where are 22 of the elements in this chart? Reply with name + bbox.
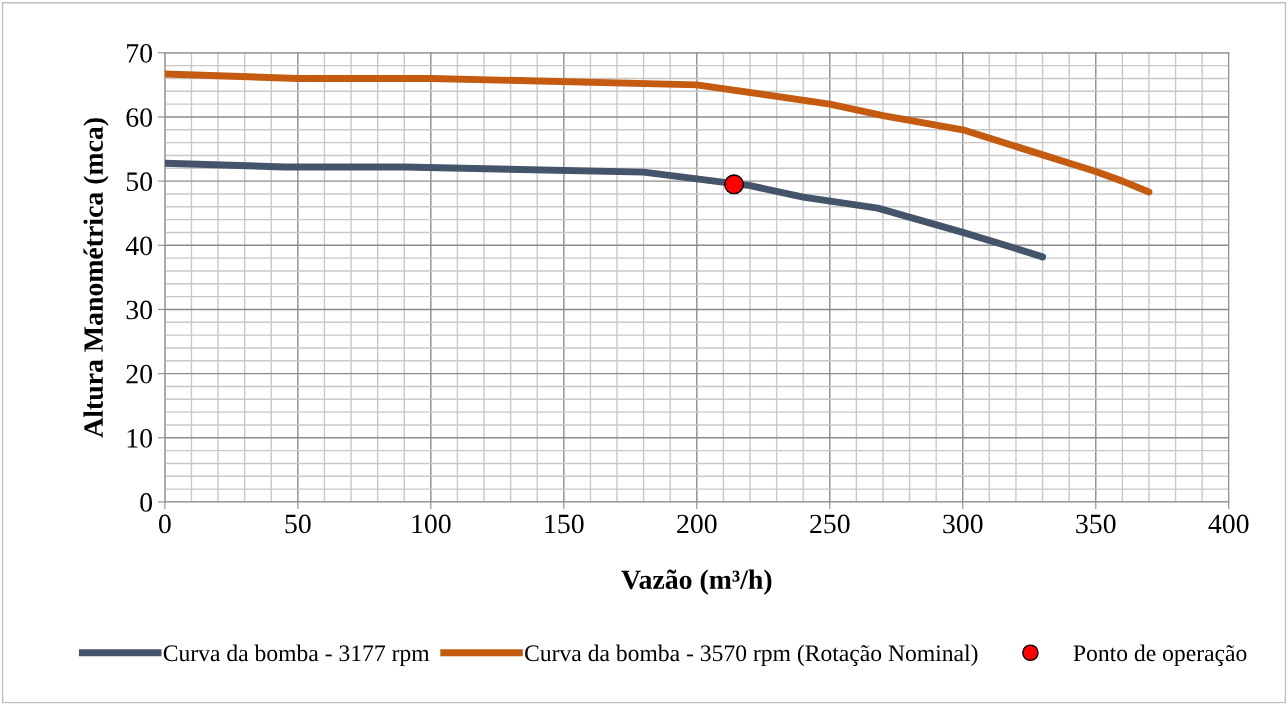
y-tick-label: 30: [126, 300, 152, 320]
y-tick-label: 10: [127, 428, 152, 448]
x-tick-label: 300: [943, 514, 983, 534]
y-tick-label: 40: [125, 236, 152, 256]
legend-label: Ponto de operação: [1073, 644, 1247, 667]
y-tick-label: 70: [127, 43, 152, 63]
y-tick-label: 50: [126, 172, 152, 192]
legend-label: Curva da bomba - 3570 rpm (Rotação Nominal): [525, 644, 978, 667]
y-axis-title: Altura Manométrica (mca): [83, 118, 109, 438]
legend-label: Curva da bomba - 3177 rpm: [163, 644, 430, 667]
x-tick-label: 150: [545, 514, 584, 534]
x-tick-label: 250: [810, 514, 850, 534]
y-tick-label: 60: [126, 108, 152, 127]
x-axis-title: Vazão (m³/h): [621, 569, 772, 595]
x-tick-label: 200: [677, 514, 717, 534]
x-tick-label: 0: [158, 514, 171, 534]
x-tick-label: 350: [1076, 514, 1116, 534]
y-tick-label: 20: [126, 364, 152, 384]
x-tick-label: 400: [1208, 514, 1249, 534]
x-tick-label: 50: [285, 514, 311, 534]
x-tick-label: 100: [412, 514, 451, 534]
y-tick-label: 0: [140, 493, 152, 512]
